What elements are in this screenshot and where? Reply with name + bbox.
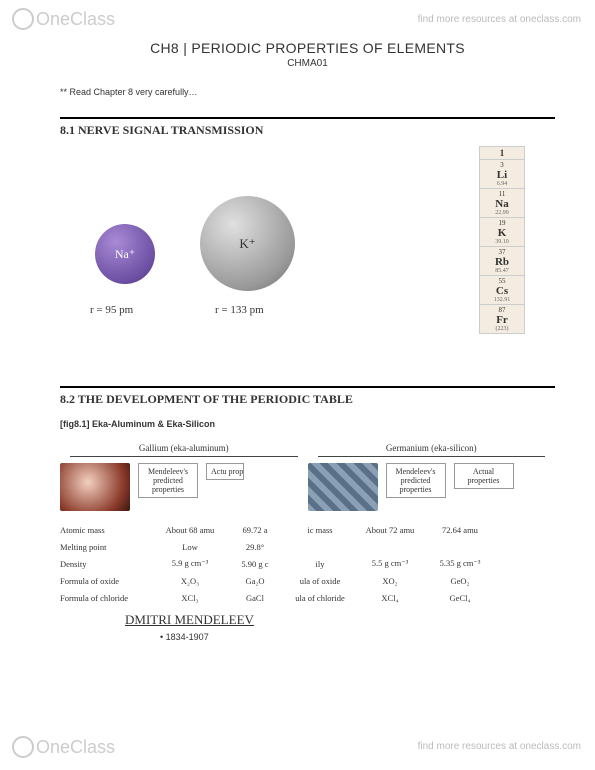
brand-tagline-top: find more resources at oneclass.com [418, 14, 581, 25]
table-row: Formula of oxideX₂O₃Ga₂Oula of oxideXO₂G… [60, 572, 555, 589]
potassium-ion-sphere: K⁺ [200, 196, 295, 291]
radius-k-label: r = 133 pm [215, 304, 264, 316]
germanium-block: Germanium (eka-silicon) Mendeleev's pred… [308, 443, 556, 511]
sodium-ion-sphere: Na⁺ [95, 224, 155, 284]
gallium-block: Gallium (eka-aluminum) Mendeleev's predi… [60, 443, 308, 511]
table-row: Formula of chlorideXCl₃GaClula of chlori… [60, 589, 555, 606]
table-row: Melting pointLow29.8° [60, 538, 555, 555]
mendeleev-heading: DMITRI MENDELEEV [125, 612, 555, 628]
course-code: CHMA01 [60, 58, 555, 69]
figure-caption: [fig8.1] Eka-Aluminum & Eka-Silicon [60, 419, 555, 429]
brand-tagline-bottom: find more resources at oneclass.com [418, 741, 581, 752]
group-1-column: 1 3Li6.94 11Na22.99 19K39.10 37Rb85.47 5… [479, 146, 525, 334]
element-cs: 55Cs132.91 [479, 276, 525, 305]
gallium-label: Gallium (eka-aluminum) [60, 443, 308, 453]
actual-box-ga: Actu proper [206, 463, 244, 480]
radius-na-label: r = 95 pm [90, 304, 133, 316]
germanium-image [308, 463, 378, 511]
predicted-box-ga: Mendeleev's predicted properties [138, 463, 198, 498]
element-rb: 37Rb85.47 [479, 247, 525, 276]
table-row: Atomic massAbout 68 amu69.72 aic massAbo… [60, 521, 555, 538]
element-k: 19K39.10 [479, 218, 525, 247]
element-fr: 87Fr(223) [479, 305, 525, 334]
brand-logo-top: OneClass [12, 8, 115, 30]
document-page: CH8 | PERIODIC PROPERTIES OF ELEMENTS CH… [0, 0, 595, 692]
section-82-heading: 8.2 THE DEVELOPMENT OF THE PERIODIC TABL… [60, 386, 555, 407]
predicted-box-ge: Mendeleev's predicted properties [386, 463, 446, 498]
element-na: 11Na22.99 [479, 189, 525, 218]
section-81-heading: 8.1 NERVE SIGNAL TRANSMISSION [60, 117, 555, 138]
mendeleev-lifespan: 1834-1907 [160, 632, 555, 642]
read-note: ** Read Chapter 8 very carefully… [60, 87, 555, 97]
page-title: CH8 | PERIODIC PROPERTIES OF ELEMENTS [60, 40, 555, 56]
gallium-image [60, 463, 130, 511]
actual-box-ge: Actual properties [454, 463, 514, 489]
eka-comparison-row: Gallium (eka-aluminum) Mendeleev's predi… [60, 443, 555, 511]
germanium-label: Germanium (eka-silicon) [308, 443, 556, 453]
table-row: Density5.9 g cm⁻³5.90 g cily5.5 g cm⁻³5.… [60, 555, 555, 572]
element-li: 3Li6.94 [479, 160, 525, 189]
group-header: 1 [479, 146, 525, 160]
properties-table: Atomic massAbout 68 amu69.72 aic massAbo… [60, 521, 555, 606]
brand-logo-bottom: OneClass [12, 736, 115, 758]
section-81-figure: Na⁺ K⁺ r = 95 pm r = 133 pm 1 3Li6.94 11… [60, 146, 555, 366]
